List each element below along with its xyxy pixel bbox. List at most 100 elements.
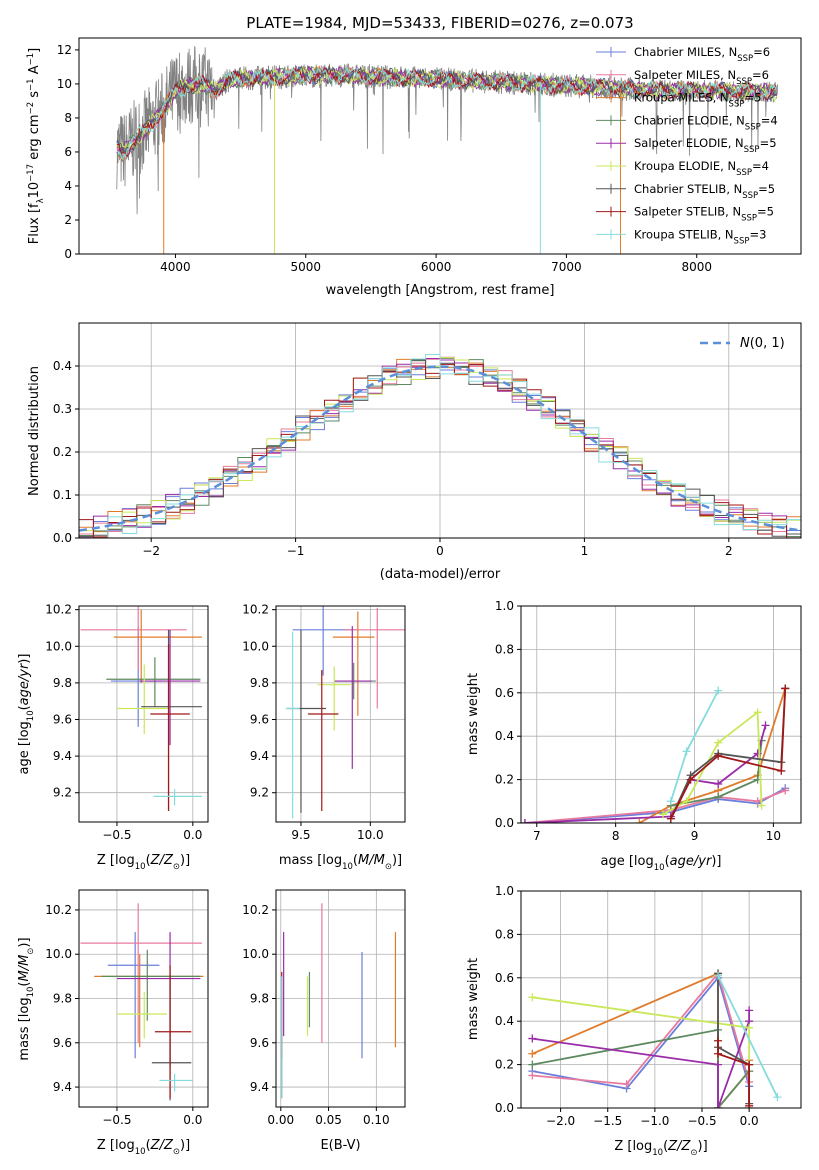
x-tick-label: 9	[691, 829, 699, 843]
data-point	[745, 1101, 754, 1108]
data-point	[745, 1060, 754, 1069]
legend-entry: Kroupa STELIB, NSSP=3	[634, 227, 766, 246]
x-tick-label: 6000	[421, 260, 452, 274]
y-axis-label: age [log10(age/yr)]	[17, 654, 36, 775]
x-axis-label: mass [log10(M/M⊙)]	[279, 853, 402, 872]
legend-entry: Salpeter MILES, NSSP=6	[634, 68, 769, 87]
data-point	[714, 971, 723, 980]
data-point	[714, 751, 723, 760]
series-line	[532, 996, 750, 1108]
y-tick-label: 1.0	[495, 884, 514, 898]
x-tick-label: −0.5	[102, 1113, 131, 1127]
y-tick-label: 0.1	[53, 488, 72, 502]
y-tick-label: 9.8	[250, 992, 269, 1006]
data-point	[686, 775, 695, 784]
data-point	[714, 779, 723, 788]
series-line	[524, 725, 767, 823]
x-axis-label: wavelength [Angstrom, rest frame]	[326, 283, 555, 298]
y-tick-label: 9.8	[53, 992, 72, 1006]
data-point	[745, 1023, 754, 1032]
model-spectrum	[116, 65, 778, 161]
y-tick-label: 9.4	[250, 749, 269, 763]
y-tick-label: 10.2	[242, 603, 269, 617]
y-axis-label: Flux [fλ10−17 erg cm−2 s−1 A−1]	[26, 48, 46, 244]
y-tick-label: 0.0	[53, 531, 72, 545]
data-point	[666, 797, 675, 806]
legend-entry: Kroupa ELODIE, NSSP=4	[634, 159, 769, 178]
y-tick-label: 0.2	[495, 773, 514, 787]
legend-entry: Chabrier ELODIE, NSSP=4	[634, 113, 778, 132]
x-axis-label: Z [log10(Z/Z⊙)]	[614, 1139, 707, 1158]
y-tick-label: 9.2	[53, 786, 72, 800]
series-line	[670, 740, 763, 807]
x-axis-label: (data-model)/error	[380, 567, 501, 582]
y-tick-label: 6	[64, 145, 72, 159]
y-tick-label: 0.6	[495, 686, 514, 700]
legend-entry: Chabrier STELIB, NSSP=5	[634, 182, 775, 201]
y-tick-label: 0.2	[53, 445, 72, 459]
legend-entry: Salpeter STELIB, NSSP=5	[634, 205, 774, 224]
y-tick-label: 9.6	[250, 1036, 269, 1050]
gridlines	[79, 606, 208, 822]
data-point	[714, 1049, 723, 1058]
panel-mass_weight_vs_age: 7 8 9 10 0.0 0.2 0.4 0.6 0.8 1.0 age [log10(age/yr…	[466, 599, 802, 873]
y-tick-label: 9.2	[250, 786, 269, 800]
plot-area	[528, 969, 782, 1108]
x-tick-label: 5000	[290, 260, 321, 274]
data-point	[528, 1049, 537, 1058]
y-tick-label: 9.4	[250, 1080, 269, 1094]
x-tick-label: −1.5	[593, 1114, 622, 1128]
data-point	[761, 721, 770, 730]
data-point	[753, 708, 762, 717]
data-point	[528, 1060, 537, 1069]
plot-area	[521, 684, 790, 823]
x-axis-label: Z [log10(Z/Z⊙)]	[97, 853, 190, 872]
series-line	[532, 1028, 750, 1108]
y-tick-label: 0.0	[495, 1101, 514, 1115]
x-tick-label: 7000	[551, 260, 582, 274]
y-tick-label: 9.4	[53, 1080, 72, 1094]
series-line	[638, 688, 787, 823]
y-tick-label: 9.6	[53, 1036, 72, 1050]
legend-entry: Salpeter ELODIE, NSSP=5	[634, 136, 777, 155]
data-point	[658, 810, 667, 819]
x-tick-label: 0.0	[183, 828, 202, 842]
y-tick-label: 0.4	[495, 1014, 514, 1028]
data-point	[666, 814, 675, 823]
plot-area	[116, 46, 778, 254]
data-point	[781, 684, 790, 693]
x-tick-label: 0.10	[363, 1113, 390, 1127]
data-point	[528, 1071, 537, 1080]
data-point	[773, 1093, 782, 1102]
y-tick-label: 9.8	[250, 676, 269, 690]
x-tick-label: 0.0	[740, 1114, 759, 1128]
y-tick-label: 9.4	[53, 749, 72, 763]
y-tick-label: 0	[64, 247, 72, 261]
y-tick-label: 9.8	[53, 676, 72, 690]
histogram-step	[79, 354, 801, 538]
y-tick-label: 2	[64, 213, 72, 227]
y-tick-label: 0.4	[53, 359, 72, 373]
axes-frame	[78, 605, 209, 823]
axes-frame	[78, 37, 802, 255]
axes-frame	[275, 605, 406, 823]
y-tick-label: 8	[64, 111, 72, 125]
y-tick-label: 10.2	[45, 603, 72, 617]
y-tick-label: 12	[57, 43, 72, 57]
y-tick-label: 0.0	[495, 816, 514, 830]
data-point	[714, 738, 723, 747]
data-point	[714, 686, 723, 695]
normal-reference-curve	[79, 365, 801, 532]
y-axis-label: mass weight	[466, 958, 481, 1040]
y-tick-label: 0.4	[495, 729, 514, 743]
x-tick-label: −0.5	[102, 828, 131, 842]
y-tick-label: 0.6	[495, 971, 514, 985]
x-axis-label: age [log10(age/yr)]	[601, 854, 722, 873]
data-point	[745, 1006, 754, 1015]
x-tick-label: 9.5	[291, 828, 310, 842]
x-tick-label: 1	[581, 544, 589, 558]
data-point	[682, 747, 691, 756]
legend-entry: N(0, 1)	[740, 336, 785, 351]
data-point	[714, 1036, 723, 1045]
panel-mass_vs_Z: −0.5 0.0 9.4 9.6 9.8 10.0 10.2 Z [log10(Z/Z⊙)] m…	[17, 889, 209, 1157]
